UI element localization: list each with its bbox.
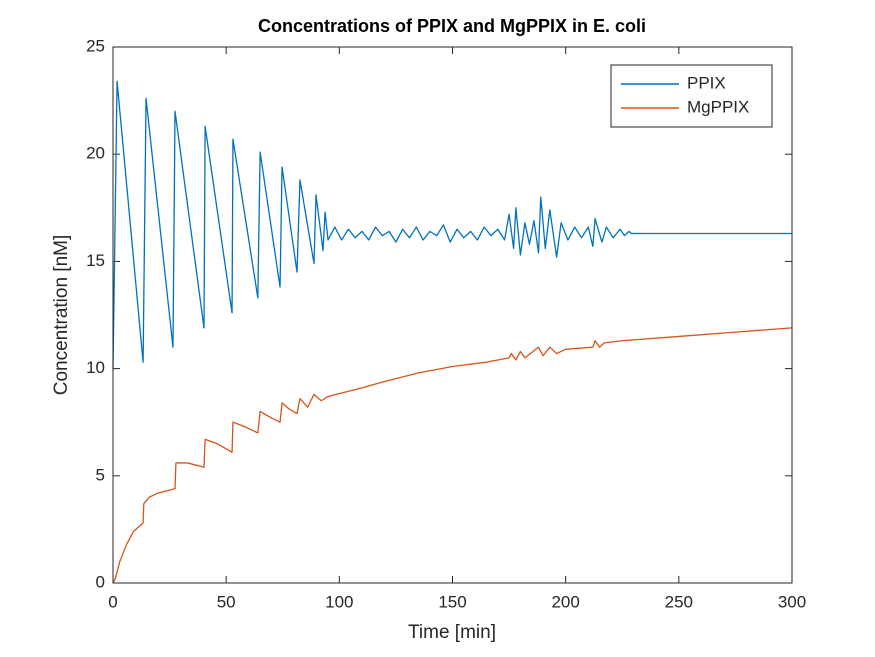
x-axis-label: Time [min] [408, 622, 496, 643]
x-tick-label: 200 [551, 592, 579, 611]
legend-label: MgPPIX [687, 97, 749, 116]
data-line [112, 327, 793, 584]
x-tick-label: 50 [217, 592, 236, 611]
data-line [112, 80, 792, 369]
plot-area [113, 47, 792, 583]
y-axis-label: Concentration [nM] [51, 235, 72, 396]
y-tick-label: 25 [86, 36, 105, 55]
chart-title: Concentrations of PPIX and MgPPIX in E. … [258, 16, 646, 36]
y-tick-label: 10 [86, 358, 105, 377]
y-tick-label: 20 [86, 144, 105, 163]
x-tick-label: 150 [438, 592, 466, 611]
x-tick-label: 300 [778, 592, 806, 611]
x-tick-label: 100 [325, 592, 353, 611]
x-tick-label: 250 [665, 592, 693, 611]
axes-box [112, 46, 793, 584]
x-tick-label: 0 [108, 592, 117, 611]
y-tick-label: 15 [86, 251, 105, 270]
y-tick-label: 5 [96, 465, 105, 484]
y-tick-label: 0 [96, 572, 105, 591]
legend [610, 64, 773, 128]
legend-label: PPIX [687, 73, 726, 92]
